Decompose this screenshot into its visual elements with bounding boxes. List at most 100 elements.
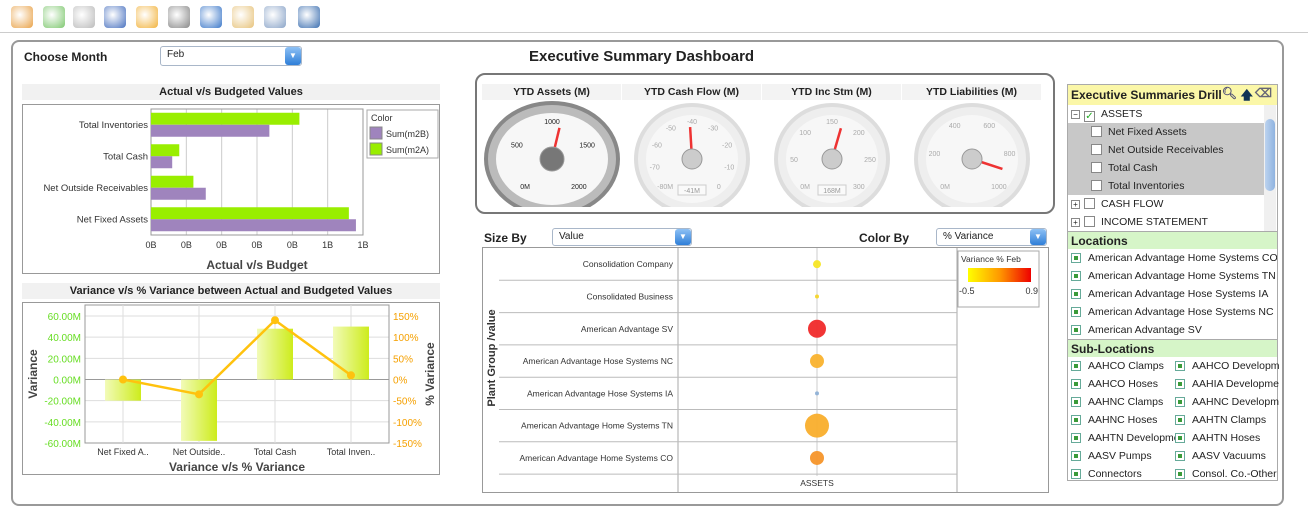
size-by-value: Value xyxy=(559,231,584,242)
checkbox[interactable] xyxy=(1084,198,1095,209)
sublocation-item[interactable]: AAHNC Clamps xyxy=(1071,393,1175,411)
gauge-panel xyxy=(475,73,1055,214)
bar-m2b xyxy=(151,124,270,137)
download-report-icon[interactable] xyxy=(200,6,222,28)
gauge-title: YTD Liabilities (M) xyxy=(902,84,1041,100)
save-icon[interactable] xyxy=(298,6,320,28)
checkbox[interactable] xyxy=(1091,162,1102,173)
checkbox[interactable] xyxy=(1071,379,1081,389)
sublocation-item[interactable]: AAHTN Clamps xyxy=(1175,411,1279,429)
location-item[interactable]: American Advantage Home Systems TN xyxy=(1071,267,1277,285)
bubble xyxy=(808,319,826,338)
checkbox[interactable] xyxy=(1091,180,1102,191)
tree-leaf-label: Total Inventories xyxy=(1108,180,1185,192)
chevron-down-icon[interactable]: ▼ xyxy=(285,47,301,65)
gauge-tick-label: 150 xyxy=(826,119,838,126)
sublocation-item[interactable]: AASV Pumps xyxy=(1071,447,1175,465)
sublocation-item[interactable]: Consol. Co.-Other xyxy=(1175,465,1279,483)
expand-icon[interactable]: + xyxy=(1071,218,1080,227)
print-icon[interactable] xyxy=(264,6,286,28)
checkbox[interactable] xyxy=(1175,451,1185,461)
variance-pct-point xyxy=(119,375,127,384)
y2-tick-label: 50% xyxy=(393,354,413,365)
expand-icon[interactable]: + xyxy=(1071,200,1080,209)
scrollbar-thumb[interactable] xyxy=(1265,119,1275,191)
x-category-label: ASSETS xyxy=(800,478,834,488)
sublocation-item[interactable]: Connectors xyxy=(1071,465,1175,483)
chevron-down-icon[interactable]: ▼ xyxy=(1030,229,1046,245)
gauge-hub xyxy=(961,148,983,170)
sublocation-item[interactable]: AAHTN Development xyxy=(1071,429,1175,447)
checkbox[interactable] xyxy=(1071,289,1081,299)
month-select[interactable]: Feb ▼ xyxy=(160,46,302,66)
search-icon[interactable]: 🔍︎ xyxy=(1221,86,1237,100)
location-item[interactable]: American Advantage SV xyxy=(1071,321,1277,339)
checkbox[interactable] xyxy=(1071,271,1081,281)
location-item[interactable]: American Advantage Hose Systems NC xyxy=(1071,303,1277,321)
checkbox[interactable] xyxy=(1091,126,1102,137)
tree-node[interactable]: − ✓ ASSETS xyxy=(1071,105,1261,123)
sublocation-item[interactable]: AAHNC Development xyxy=(1175,393,1279,411)
sublocation-item[interactable]: AAHCO Hoses xyxy=(1071,375,1175,393)
checkbox[interactable] xyxy=(1071,469,1081,479)
checkbox[interactable] xyxy=(1071,415,1081,425)
checkbox[interactable] xyxy=(1071,325,1081,335)
chevron-down-icon[interactable]: ▼ xyxy=(675,229,691,245)
location-item[interactable]: American Advantage Hose Systems IA xyxy=(1071,285,1277,303)
sublocation-item[interactable]: AAHIA Development xyxy=(1175,375,1279,393)
gauge-tick-label: 1000 xyxy=(544,119,560,126)
sublocation-label: AAHCO Hoses xyxy=(1088,378,1159,390)
add-report-icon[interactable] xyxy=(168,6,190,28)
variance-pct-point xyxy=(347,371,355,380)
tree-leaf[interactable]: Net Outside Receivables xyxy=(1091,141,1224,159)
color-by-select[interactable]: % Variance ▼ xyxy=(936,228,1047,246)
sublocations-list: AAHCO Clamps AAHCO Development AAHCO Hoses… xyxy=(1068,357,1279,483)
checkbox[interactable] xyxy=(1084,216,1095,227)
checkbox[interactable] xyxy=(1071,451,1081,461)
home-icon[interactable] xyxy=(11,6,33,28)
checkbox[interactable] xyxy=(1071,307,1081,317)
checkbox[interactable] xyxy=(1071,253,1081,263)
back-icon[interactable] xyxy=(43,6,65,28)
gauge-hub xyxy=(681,148,703,170)
checkbox[interactable] xyxy=(1175,379,1185,389)
location-item[interactable]: American Advantage Home Systems CO xyxy=(1071,249,1277,267)
gauge-readout-box xyxy=(817,184,847,196)
tree-node[interactable]: + INCOME STATEMENT xyxy=(1071,213,1261,231)
eraser-icon[interactable]: ⌫ xyxy=(1255,86,1272,100)
checkbox[interactable] xyxy=(1091,144,1102,155)
tree-scrollbar[interactable] xyxy=(1264,105,1276,231)
edit-icon[interactable] xyxy=(104,6,126,28)
checkbox[interactable] xyxy=(1175,469,1185,479)
checkbox[interactable] xyxy=(1071,397,1081,407)
forward-icon[interactable] xyxy=(73,6,95,28)
checkbox[interactable] xyxy=(1175,361,1185,371)
tree-leaf[interactable]: Total Cash xyxy=(1091,159,1158,177)
checkbox[interactable] xyxy=(1071,361,1081,371)
tree-node[interactable]: + CASH FLOW xyxy=(1071,195,1261,213)
plot-area xyxy=(84,304,390,444)
x-tick-label: 0B xyxy=(145,240,156,250)
y-category-label: Net Outside Receivables xyxy=(43,183,148,194)
collapse-icon[interactable]: − xyxy=(1071,110,1080,119)
checkbox[interactable] xyxy=(1175,397,1185,407)
sublocation-label: AAHNC Development xyxy=(1192,396,1279,408)
sublocation-item[interactable]: AAHCO Clamps xyxy=(1071,357,1175,375)
bubble xyxy=(813,260,821,269)
open-folder-icon[interactable] xyxy=(232,6,254,28)
tree-leaf[interactable]: Net Fixed Assets xyxy=(1091,123,1187,141)
sublocation-item[interactable]: AAHTN Hoses xyxy=(1175,429,1279,447)
sublocation-item[interactable]: AAHNC Hoses xyxy=(1071,411,1175,429)
checkbox[interactable] xyxy=(1071,433,1081,443)
gauge-tick-label: 100 xyxy=(799,130,811,137)
sublocation-item[interactable]: AASV Vacuums xyxy=(1175,447,1279,465)
checkbox[interactable] xyxy=(1175,433,1185,443)
size-by-select[interactable]: Value ▼ xyxy=(552,228,692,246)
arrow-up-icon[interactable]: 🡅 xyxy=(1240,88,1253,102)
checkbox[interactable] xyxy=(1175,415,1185,425)
refresh-icon[interactable] xyxy=(136,6,158,28)
checkbox[interactable]: ✓ xyxy=(1084,111,1095,122)
tree-leaf[interactable]: Total Inventories xyxy=(1091,177,1184,195)
sublocation-item[interactable]: AAHCO Development xyxy=(1175,357,1279,375)
y2-tick-label: -50% xyxy=(393,397,416,408)
